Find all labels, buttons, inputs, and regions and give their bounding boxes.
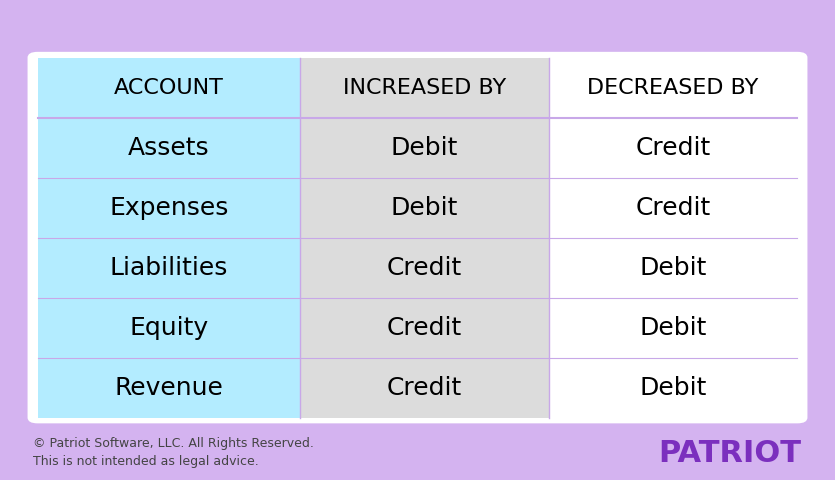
Bar <box>549 58 797 118</box>
Bar <box>300 178 549 238</box>
Bar <box>38 238 300 298</box>
Text: Debit: Debit <box>640 316 706 340</box>
Text: Debit: Debit <box>391 136 458 159</box>
Bar <box>549 178 797 238</box>
Bar <box>549 238 797 298</box>
Text: Credit: Credit <box>635 196 711 220</box>
Text: Revenue: Revenue <box>114 375 223 399</box>
Text: ACCOUNT: ACCOUNT <box>114 78 224 97</box>
Text: © Patriot Software, LLC. All Rights Reserved.: © Patriot Software, LLC. All Rights Rese… <box>33 437 314 451</box>
Text: Debit: Debit <box>391 196 458 220</box>
Text: Credit: Credit <box>635 136 711 159</box>
Bar <box>300 118 549 178</box>
Text: Expenses: Expenses <box>109 196 229 220</box>
Bar <box>549 358 797 418</box>
Text: Liabilities: Liabilities <box>109 255 228 279</box>
Bar <box>300 298 549 358</box>
Bar <box>300 58 549 118</box>
Bar <box>549 298 797 358</box>
Bar <box>549 118 797 178</box>
Text: Credit: Credit <box>387 375 462 399</box>
Bar <box>38 118 300 178</box>
Text: This is not intended as legal advice.: This is not intended as legal advice. <box>33 455 259 468</box>
Bar <box>38 298 300 358</box>
Bar <box>300 358 549 418</box>
Text: Credit: Credit <box>387 316 462 340</box>
FancyBboxPatch shape <box>28 52 807 423</box>
Bar <box>38 178 300 238</box>
Text: Assets: Assets <box>128 136 210 159</box>
Text: Credit: Credit <box>387 255 462 279</box>
Bar <box>38 58 300 118</box>
Text: Debit: Debit <box>640 255 706 279</box>
Bar <box>300 238 549 298</box>
Text: PATRIOT: PATRIOT <box>659 439 802 468</box>
Text: DECREASED BY: DECREASED BY <box>587 78 759 97</box>
Text: Equity: Equity <box>129 316 209 340</box>
Text: Debit: Debit <box>640 375 706 399</box>
Text: INCREASED BY: INCREASED BY <box>343 78 506 97</box>
Bar <box>38 358 300 418</box>
